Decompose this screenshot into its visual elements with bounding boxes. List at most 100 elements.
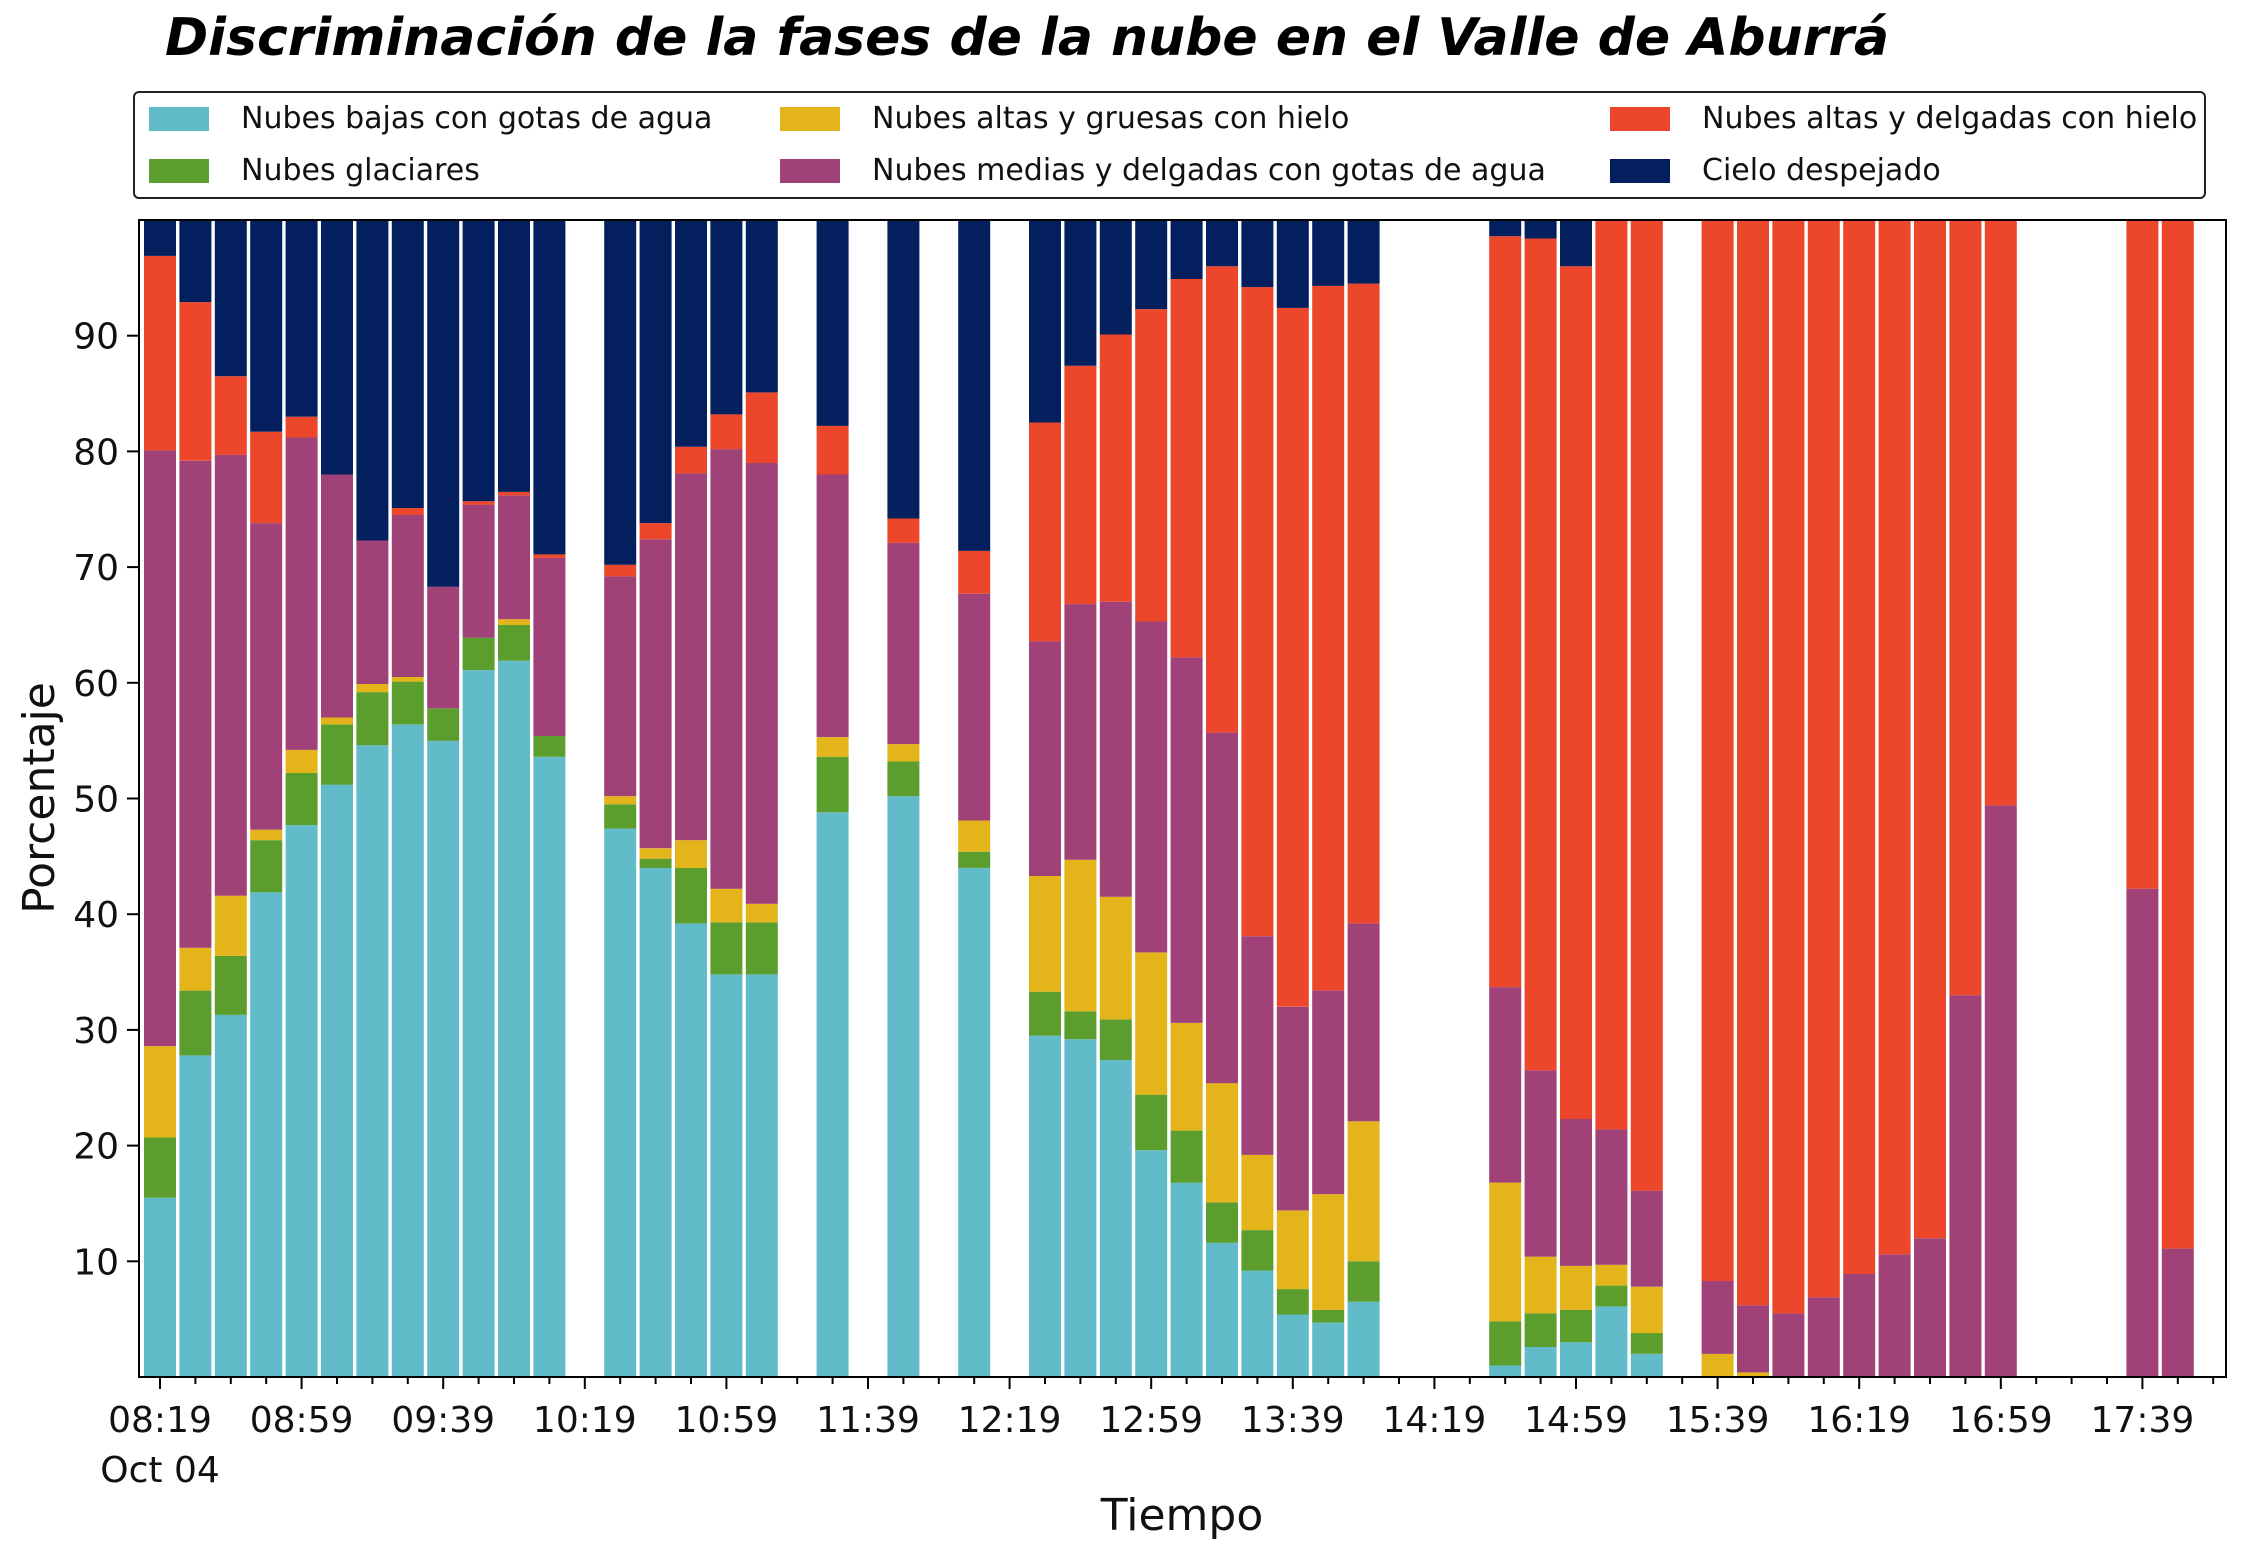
bar-segment <box>179 990 212 1056</box>
bar-segment <box>710 922 743 975</box>
bar-segment <box>604 804 637 829</box>
bar-segment <box>427 740 460 1377</box>
bar-segment <box>533 554 566 558</box>
x-tick-label: 12:59 <box>1099 1400 1203 1441</box>
bar-segment <box>1737 1305 1769 1373</box>
bar-segment <box>710 449 743 889</box>
bar-segment <box>462 220 495 502</box>
bar-segment <box>1312 1322 1345 1377</box>
bar-segment <box>1878 220 1911 1255</box>
x-tick-label: 13:39 <box>1241 1400 1345 1441</box>
y-axis: 10 20 30 40 50 60 70 80 90 <box>73 317 139 1283</box>
bar-segment <box>887 220 920 519</box>
bar-segment <box>1312 990 1345 1195</box>
chart-legend: Nubes bajas con gotas de agua Nubes glaci… <box>133 91 2206 199</box>
legend-swatch <box>1610 106 1670 131</box>
bar-segment <box>1276 1210 1309 1290</box>
bar-segment <box>391 508 424 515</box>
bar-segment <box>1737 1372 1769 1377</box>
bar-segment <box>1135 952 1168 1095</box>
bar-segment <box>391 220 424 509</box>
bar-segment <box>887 761 920 797</box>
bar-segment <box>1347 1261 1380 1302</box>
legend-item: Nubes medias y delgadas con gotas de agu… <box>780 153 1546 188</box>
bar-segment <box>356 540 389 684</box>
legend-item: Nubes altas y delgadas con hielo <box>1610 101 2197 136</box>
legend-swatch <box>780 158 840 183</box>
bar-segment <box>391 681 424 725</box>
bar-segment <box>1276 1314 1309 1377</box>
bar-segment <box>1312 1194 1345 1310</box>
bar-segment <box>1170 220 1203 279</box>
bar-segment <box>675 840 707 868</box>
bar-segment <box>356 684 389 693</box>
bar-segment <box>816 474 849 738</box>
bar-segment <box>144 450 176 1047</box>
bar-segment <box>675 473 707 841</box>
bar-segment <box>1099 220 1132 335</box>
bar-segment <box>1701 220 1734 1281</box>
bar-segment <box>179 460 212 948</box>
bar-segment <box>1949 220 1982 996</box>
bar-segment <box>1524 238 1557 1071</box>
bar-segment <box>179 220 212 303</box>
bar-segment <box>958 550 991 594</box>
bar-segment <box>1312 1309 1345 1323</box>
bar-segment <box>427 708 460 741</box>
legend-item: Nubes altas y gruesas con hielo <box>780 101 1349 136</box>
bar-segment <box>285 437 318 750</box>
bar-segment <box>1595 1285 1628 1307</box>
bar-segment <box>604 576 637 797</box>
bar-segment <box>1595 1264 1628 1286</box>
bar-segment <box>498 495 530 620</box>
bar-segment <box>1984 805 2017 1377</box>
bar-segment <box>321 474 353 718</box>
bar-segment <box>1206 220 1238 267</box>
bar-segment <box>1206 1083 1238 1203</box>
bar-segment <box>1029 641 1061 876</box>
bar-segment <box>179 1055 212 1377</box>
bar-segment <box>1312 220 1345 286</box>
x-axis-label: Tiempo <box>1100 1490 1264 1541</box>
bar-segment <box>1099 1019 1132 1060</box>
bar-segment <box>356 692 389 746</box>
bar-segment <box>1241 1230 1274 1271</box>
bar-segment <box>285 773 318 826</box>
bar-segment <box>1206 732 1238 1084</box>
bar-segment <box>1276 1289 1309 1315</box>
bar-segment <box>639 539 672 849</box>
bar-segment <box>285 220 318 417</box>
bar-segment <box>144 1197 176 1377</box>
bar-segment <box>675 446 707 474</box>
bar-segment <box>462 501 495 505</box>
bar-segment <box>1560 1309 1592 1343</box>
legend-label: Nubes bajas con gotas de agua <box>241 101 713 136</box>
bar-segment <box>1099 896 1132 1020</box>
bar-segment <box>250 220 283 432</box>
x-tick-label: 10:59 <box>675 1400 779 1441</box>
bar-segment <box>533 220 566 555</box>
bar-segment <box>1489 220 1522 237</box>
y-tick-label: 70 <box>73 548 119 589</box>
bar-segment <box>498 660 530 1377</box>
bar-segment <box>1489 1321 1522 1366</box>
bar-segment <box>675 867 707 924</box>
bar-segment <box>214 454 247 896</box>
y-tick-label: 20 <box>73 1127 119 1168</box>
bar-segment <box>2126 888 2159 1377</box>
x-tick-label: 14:59 <box>1524 1400 1628 1441</box>
bar-segment <box>321 784 353 1377</box>
y-tick-label: 30 <box>73 1011 119 1052</box>
bar-segment <box>1029 1035 1061 1377</box>
bar-segment <box>1135 1150 1168 1377</box>
bar-segment <box>462 504 495 638</box>
bar-segment <box>498 624 530 661</box>
bar-segment <box>1135 1094 1168 1151</box>
bar-segment <box>391 724 424 1377</box>
bar-segment <box>179 302 212 461</box>
bar-segment <box>710 414 743 450</box>
bar-segment <box>533 756 566 1377</box>
legend-item: Nubes bajas con gotas de agua <box>149 101 712 136</box>
bar-segment <box>1135 621 1168 953</box>
bar-segment <box>1489 1182 1522 1322</box>
